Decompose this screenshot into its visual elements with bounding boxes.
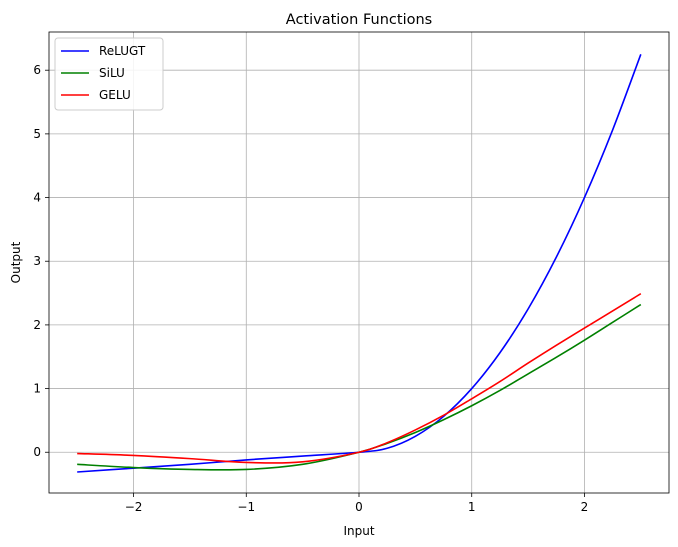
legend-entry-label: ReLUGT [99,44,146,58]
x-tick-label: 0 [355,500,363,514]
y-tick-label: 0 [33,445,41,459]
y-tick-label: 2 [33,318,41,332]
x-tick-label: 1 [468,500,476,514]
series-line-gelu [77,293,642,464]
chart-title: Activation Functions [286,12,432,28]
series-layer [77,54,642,473]
y-tick-label: 5 [33,127,41,141]
y-tick-label: 4 [33,191,41,205]
y-axis-label: Output [9,241,23,283]
x-tick-label: 2 [581,500,589,514]
x-tick-label: −2 [125,500,143,514]
x-tick-label: −1 [237,500,255,514]
y-tick-label: 1 [33,382,41,396]
grid [49,32,669,493]
series-line-silu [77,303,642,471]
legend-entry-label: SiLU [99,66,125,80]
y-tick-label: 6 [33,63,41,77]
legend-box [54,37,164,111]
legend: ReLUGT SiLU GELU [54,37,164,111]
y-tick-label: 3 [33,254,41,268]
legend-entry-label: GELU [99,88,131,102]
x-axis-label: Input [343,524,374,538]
ticks: −2 −1 0 1 2 0 1 2 3 4 5 6 [33,63,588,514]
